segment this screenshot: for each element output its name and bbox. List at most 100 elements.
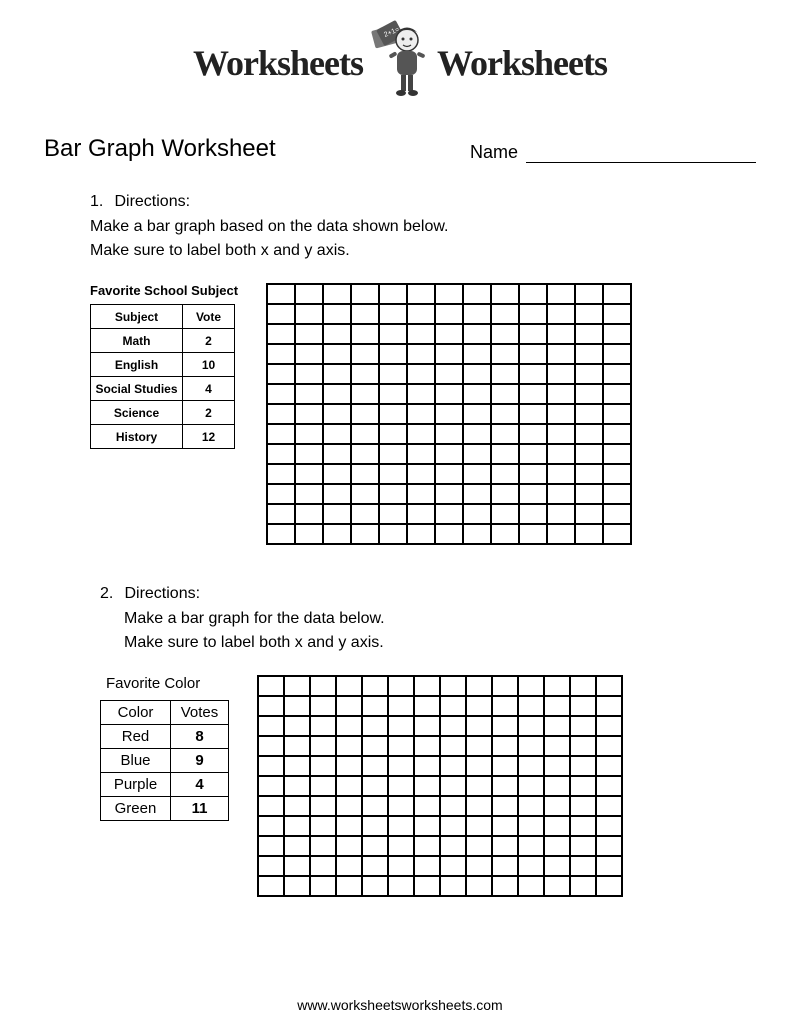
grid-cell[interactable] (463, 384, 491, 404)
grid-cell[interactable] (267, 404, 295, 424)
grid-cell[interactable] (336, 756, 362, 776)
grid-cell[interactable] (284, 736, 310, 756)
grid-cell[interactable] (492, 816, 518, 836)
grid-cell[interactable] (323, 424, 351, 444)
grid-cell[interactable] (519, 364, 547, 384)
grid-cell[interactable] (323, 384, 351, 404)
grid-cell[interactable] (379, 484, 407, 504)
grid-cell[interactable] (388, 676, 414, 696)
name-blank-line[interactable] (526, 145, 756, 163)
grid-cell[interactable] (336, 836, 362, 856)
grid-cell[interactable] (267, 344, 295, 364)
grid-cell[interactable] (379, 364, 407, 384)
grid-cell[interactable] (295, 504, 323, 524)
grid-cell[interactable] (544, 696, 570, 716)
grid-cell[interactable] (323, 364, 351, 384)
grid-cell[interactable] (379, 324, 407, 344)
grid-cell[interactable] (547, 384, 575, 404)
grid-cell[interactable] (407, 324, 435, 344)
grid-cell[interactable] (570, 716, 596, 736)
grid-cell[interactable] (596, 676, 622, 696)
grid-cell[interactable] (284, 776, 310, 796)
grid-cell[interactable] (407, 404, 435, 424)
grid-cell[interactable] (463, 504, 491, 524)
grid-cell[interactable] (310, 836, 336, 856)
grid-cell[interactable] (351, 384, 379, 404)
grid-cell[interactable] (336, 856, 362, 876)
grid-cell[interactable] (379, 504, 407, 524)
grid-cell[interactable] (258, 836, 284, 856)
grid-cell[interactable] (519, 284, 547, 304)
grid-cell[interactable] (603, 464, 631, 484)
grid-cell[interactable] (379, 464, 407, 484)
grid-cell[interactable] (407, 524, 435, 544)
grid-cell[interactable] (407, 344, 435, 364)
grid-cell[interactable] (519, 484, 547, 504)
grid-cell[interactable] (547, 464, 575, 484)
grid-cell[interactable] (414, 676, 440, 696)
grid-cell[interactable] (414, 696, 440, 716)
grid-cell[interactable] (519, 524, 547, 544)
grid-cell[interactable] (603, 524, 631, 544)
grid-cell[interactable] (492, 696, 518, 716)
grid-cell[interactable] (440, 796, 466, 816)
grid-cell[interactable] (596, 716, 622, 736)
grid-cell[interactable] (323, 484, 351, 504)
grid-cell[interactable] (491, 304, 519, 324)
grid-cell[interactable] (603, 484, 631, 504)
grid-cell[interactable] (351, 504, 379, 524)
grid-cell[interactable] (492, 716, 518, 736)
grid-cell[interactable] (295, 464, 323, 484)
grid-cell[interactable] (295, 324, 323, 344)
grid-cell[interactable] (310, 756, 336, 776)
grid-cell[interactable] (466, 876, 492, 896)
grid-cell[interactable] (491, 324, 519, 344)
grid-cell[interactable] (440, 756, 466, 776)
grid-cell[interactable] (547, 284, 575, 304)
grid-cell[interactable] (435, 284, 463, 304)
grid-cell[interactable] (295, 344, 323, 364)
grid-cell[interactable] (258, 856, 284, 876)
grid-cell[interactable] (414, 836, 440, 856)
grid-cell[interactable] (596, 836, 622, 856)
grid-cell[interactable] (544, 856, 570, 876)
grid-cell[interactable] (519, 464, 547, 484)
grid-cell[interactable] (435, 404, 463, 424)
grid-cell[interactable] (284, 696, 310, 716)
grid-cell[interactable] (258, 816, 284, 836)
grid-cell[interactable] (596, 736, 622, 756)
grid-cell[interactable] (407, 304, 435, 324)
grid-cell[interactable] (310, 876, 336, 896)
grid-cell[interactable] (310, 676, 336, 696)
grid-cell[interactable] (440, 696, 466, 716)
grid-cell[interactable] (414, 736, 440, 756)
grid-cell[interactable] (323, 344, 351, 364)
grid-cell[interactable] (362, 856, 388, 876)
grid-cell[interactable] (323, 304, 351, 324)
grid-cell[interactable] (603, 424, 631, 444)
grid-cell[interactable] (544, 716, 570, 736)
grid-cell[interactable] (310, 716, 336, 736)
grid-cell[interactable] (267, 484, 295, 504)
grid-cell[interactable] (435, 464, 463, 484)
grid-cell[interactable] (466, 836, 492, 856)
grid-cell[interactable] (575, 384, 603, 404)
grid-cell[interactable] (388, 816, 414, 836)
grid-cell[interactable] (603, 384, 631, 404)
grid-cell[interactable] (603, 444, 631, 464)
grid-cell[interactable] (258, 876, 284, 896)
grid-cell[interactable] (603, 344, 631, 364)
grid-cell[interactable] (310, 796, 336, 816)
grid-cell[interactable] (466, 776, 492, 796)
grid-cell[interactable] (466, 736, 492, 756)
section-2-grid[interactable] (257, 675, 623, 897)
grid-cell[interactable] (463, 284, 491, 304)
grid-cell[interactable] (336, 736, 362, 756)
grid-cell[interactable] (362, 716, 388, 736)
grid-cell[interactable] (435, 324, 463, 344)
grid-cell[interactable] (323, 464, 351, 484)
grid-cell[interactable] (388, 776, 414, 796)
grid-cell[interactable] (323, 504, 351, 524)
grid-cell[interactable] (310, 736, 336, 756)
grid-cell[interactable] (267, 424, 295, 444)
